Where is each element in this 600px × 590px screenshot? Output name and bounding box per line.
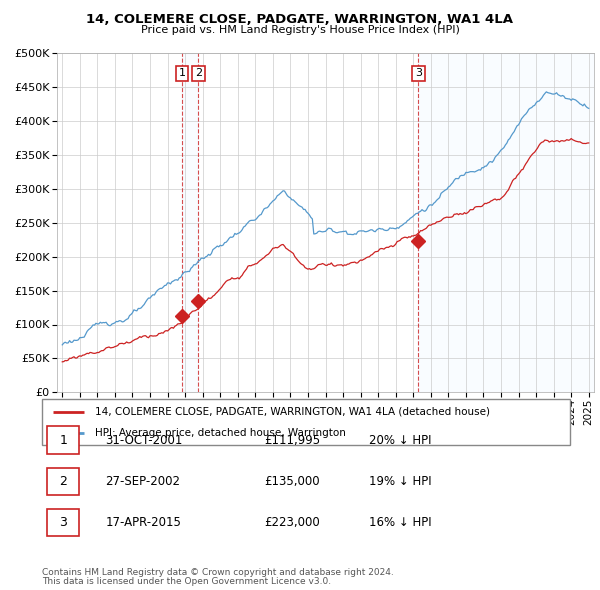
FancyBboxPatch shape	[47, 427, 79, 454]
Text: 14, COLEMERE CLOSE, PADGATE, WARRINGTON, WA1 4LA: 14, COLEMERE CLOSE, PADGATE, WARRINGTON,…	[86, 13, 514, 26]
Text: 2: 2	[59, 475, 67, 488]
Text: This data is licensed under the Open Government Licence v3.0.: This data is licensed under the Open Gov…	[42, 577, 331, 586]
Text: 3: 3	[415, 68, 422, 78]
Text: 17-APR-2015: 17-APR-2015	[106, 516, 181, 529]
FancyBboxPatch shape	[42, 399, 570, 445]
FancyBboxPatch shape	[47, 468, 79, 495]
Text: 31-OCT-2001: 31-OCT-2001	[106, 434, 183, 447]
Text: 3: 3	[59, 516, 67, 529]
Text: 20% ↓ HPI: 20% ↓ HPI	[370, 434, 432, 447]
Text: £111,995: £111,995	[264, 434, 320, 447]
Text: 1: 1	[59, 434, 67, 447]
Text: 2: 2	[195, 68, 202, 78]
Text: 14, COLEMERE CLOSE, PADGATE, WARRINGTON, WA1 4LA (detached house): 14, COLEMERE CLOSE, PADGATE, WARRINGTON,…	[95, 407, 490, 417]
Text: 27-SEP-2002: 27-SEP-2002	[106, 475, 181, 488]
Text: HPI: Average price, detached house, Warrington: HPI: Average price, detached house, Warr…	[95, 428, 346, 438]
Text: Contains HM Land Registry data © Crown copyright and database right 2024.: Contains HM Land Registry data © Crown c…	[42, 568, 394, 577]
Text: 19% ↓ HPI: 19% ↓ HPI	[370, 475, 432, 488]
Bar	[182, 53, 198, 392]
Bar	[418, 53, 594, 392]
Text: Price paid vs. HM Land Registry's House Price Index (HPI): Price paid vs. HM Land Registry's House …	[140, 25, 460, 35]
Text: £135,000: £135,000	[264, 475, 319, 488]
Text: 1: 1	[179, 68, 185, 78]
Text: 16% ↓ HPI: 16% ↓ HPI	[370, 516, 432, 529]
Text: £223,000: £223,000	[264, 516, 320, 529]
FancyBboxPatch shape	[47, 509, 79, 536]
